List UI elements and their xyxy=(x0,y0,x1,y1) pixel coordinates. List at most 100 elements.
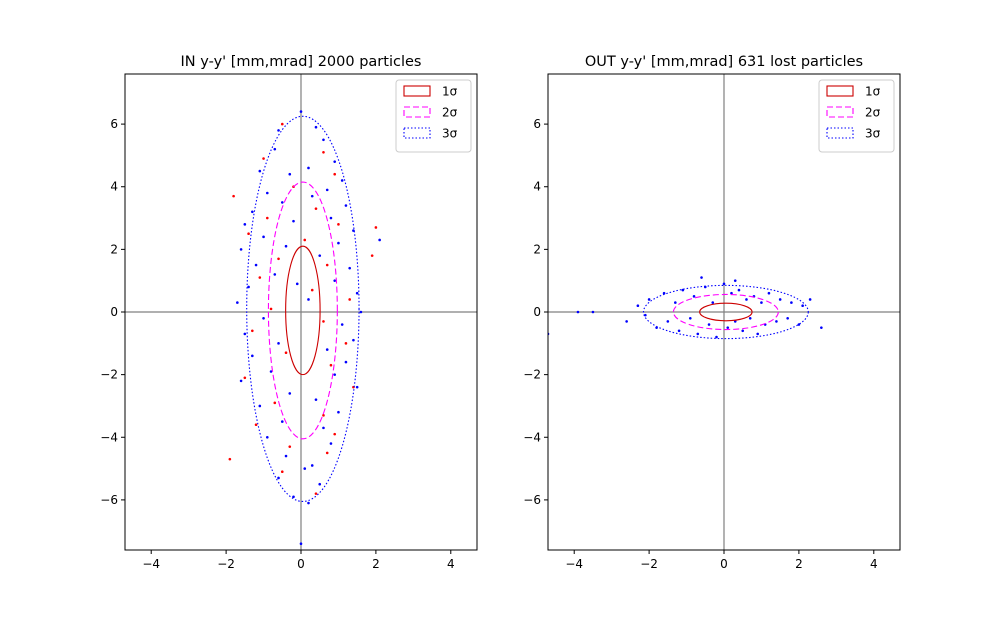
legend-label: 3σ xyxy=(865,127,881,141)
scatter-point xyxy=(647,298,651,301)
scatter-point xyxy=(333,279,337,282)
scatter-point xyxy=(314,125,318,129)
scatter-point xyxy=(355,291,359,295)
scatter-point xyxy=(280,201,284,204)
scatter-point xyxy=(254,423,258,427)
scatter-point xyxy=(265,191,269,195)
scatter-point xyxy=(329,216,333,220)
scatter-point xyxy=(808,298,812,301)
scatter-point xyxy=(277,476,280,480)
scatter-point xyxy=(254,263,258,267)
scatter-point xyxy=(258,169,262,173)
scatter-point xyxy=(251,210,254,214)
sigma-2-ellipse xyxy=(672,293,779,331)
scatter-point xyxy=(310,194,314,198)
scatter-point xyxy=(333,160,337,163)
legend: 1σ 2σ 3σ xyxy=(818,79,895,153)
scatter-point xyxy=(310,288,314,292)
scatter-point xyxy=(681,288,685,292)
scatter-point xyxy=(277,257,280,261)
scatter-point xyxy=(325,451,329,455)
x-tick-label: −4 xyxy=(142,557,160,571)
scatter-point xyxy=(666,320,670,323)
scatter-point xyxy=(756,332,760,336)
scatter-point xyxy=(288,172,292,176)
sigma-1-ellipse xyxy=(699,302,753,322)
scatter-point xyxy=(280,420,284,423)
chart-panel-2: −4 −2 0 2 4 −6 −4 −2 0 2 4 6 OUT y-y' [mm,mrad] 631 … xyxy=(523,54,901,571)
scatter-point xyxy=(344,342,348,345)
legend-box xyxy=(818,79,895,153)
scatter-point xyxy=(333,432,337,436)
scatter-point xyxy=(733,279,737,282)
scatter-point xyxy=(288,445,292,448)
scatter-point xyxy=(820,326,823,329)
x-tick-label: −2 xyxy=(217,557,235,571)
scatter-point xyxy=(737,288,741,292)
chart-title: IN y-y' [mm,mrad] 2000 particles xyxy=(181,54,422,70)
scatter-point xyxy=(243,376,247,380)
scatter-point xyxy=(299,542,303,546)
x-tick-label: −2 xyxy=(640,557,658,571)
x-tick-label: −4 xyxy=(565,557,583,571)
legend: 1σ 2σ 3σ xyxy=(395,79,472,153)
scatter-point xyxy=(576,310,580,314)
scatter-point xyxy=(741,329,745,333)
y-tick-label: −2 xyxy=(523,368,541,382)
x-tick-label: 2 xyxy=(372,557,380,571)
scatter-point xyxy=(288,392,292,395)
scatter-point xyxy=(374,226,378,229)
scatter-point xyxy=(692,295,696,298)
sigma-3-ellipse xyxy=(642,284,809,340)
scatter-point xyxy=(591,310,595,314)
scatter-point xyxy=(247,285,250,289)
scatter-point xyxy=(625,320,628,323)
y-tick-label: 2 xyxy=(533,242,541,256)
scatter-point xyxy=(778,298,782,301)
scatter-point xyxy=(767,291,771,295)
scatter-point xyxy=(745,298,748,301)
y-tick-label: −6 xyxy=(100,493,118,507)
scatter-point xyxy=(318,482,322,486)
scatter-point xyxy=(232,194,235,198)
y-tick-label: 2 xyxy=(110,242,118,256)
legend-label: 2σ xyxy=(865,106,881,120)
scatter-point xyxy=(262,235,265,239)
scatter-point xyxy=(277,129,280,132)
scatter-point xyxy=(760,301,763,304)
y-tick-label: 4 xyxy=(110,180,118,194)
scatter-point xyxy=(251,354,254,358)
legend-swatch-1 xyxy=(403,85,431,97)
scatter-point xyxy=(337,241,340,245)
legend-label: 3σ xyxy=(442,127,458,141)
scatter-point xyxy=(352,338,355,342)
scatter-point xyxy=(243,332,247,336)
scatter-point xyxy=(292,219,295,223)
scatter-point xyxy=(696,332,700,336)
scatter-point xyxy=(292,495,295,499)
y-tick-label: −6 xyxy=(523,493,541,507)
scatter-point xyxy=(258,404,262,408)
scatter-point xyxy=(314,492,318,495)
scatter-point xyxy=(730,291,733,295)
chart-panel-1: −4 −2 0 2 4 −6 −4 −2 0 2 4 6 IN y-y' [mm,mrad] 2000 … xyxy=(100,54,478,571)
scatter-point xyxy=(322,150,325,154)
scatter-point xyxy=(273,401,277,405)
x-tick-label: 2 xyxy=(795,557,803,571)
scatter-point xyxy=(310,464,314,467)
scatter-point xyxy=(378,238,381,242)
sigma-1-ellipse xyxy=(285,245,321,376)
scatter-point xyxy=(284,454,288,458)
scatter-point xyxy=(322,414,325,417)
scatter-point xyxy=(790,301,793,304)
legend-swatch-3 xyxy=(403,127,431,139)
scatter-point xyxy=(726,326,730,329)
scatter-point xyxy=(239,379,243,383)
scatter-point xyxy=(299,110,303,113)
scatter-point xyxy=(247,232,250,236)
scatter-point xyxy=(262,157,265,160)
scatter-point xyxy=(322,320,325,323)
scatter-point xyxy=(251,329,254,333)
scatter-point xyxy=(797,323,801,326)
scatter-point xyxy=(348,298,351,301)
